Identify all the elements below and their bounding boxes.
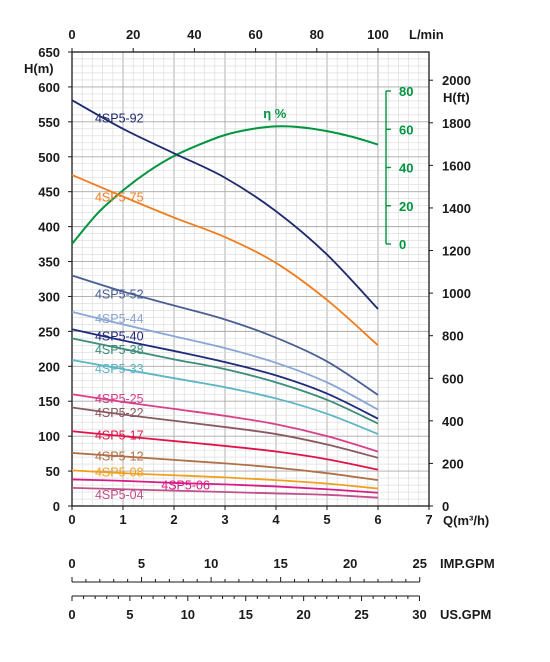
efficiency-tick-label: 20 (399, 199, 413, 214)
top-tick-label: 100 (367, 27, 389, 42)
series-label-4SP5-08: 4SP5-08 (95, 465, 144, 479)
gpm-tick-label: 10 (204, 556, 218, 571)
gpm-tick-label: 5 (126, 607, 133, 622)
gpm-tick-label: 25 (354, 607, 368, 622)
series-line-4SP5-44 (71, 310, 379, 411)
top-tick-label: 20 (126, 27, 140, 42)
ft-tick-label: 600 (442, 371, 464, 386)
top-axis-label: L/min (409, 27, 444, 42)
series-line-4SP5-04 (71, 486, 379, 499)
x-tick-label: 1 (119, 512, 126, 527)
gpm-tick-label: 15 (238, 607, 252, 622)
y-tick-label: 300 (38, 289, 60, 304)
ft-tick-label: 2000 (442, 73, 471, 88)
y-tick-label: 50 (46, 464, 60, 479)
y-tick-label: 200 (38, 359, 60, 374)
axes-layer: 0 1 2 3 4 5 6 70 20 40 60 80 10005010015020025030035… (38, 27, 471, 622)
series-line-4SP5-33 (71, 359, 379, 435)
y-axis-left-label: H(m) (24, 61, 54, 76)
series-line-4SP5-92 (71, 99, 379, 310)
series-label-4SP5-33: 4SP5-33 (95, 362, 144, 376)
series-line-4SP5-75 (71, 174, 379, 347)
y-tick-label: 650 (38, 45, 60, 60)
y-tick-label: 400 (38, 220, 60, 235)
series-label-4SP5-75: 4SP5-75 (95, 190, 144, 204)
gpm-tick-label: 0 (68, 556, 75, 571)
imp-gpm-label: IMP.GPM (440, 556, 495, 571)
y-tick-label: 150 (38, 394, 60, 409)
y-tick-label: 550 (38, 115, 60, 130)
x-tick-label: 6 (374, 512, 381, 527)
x-tick-label: 5 (323, 512, 330, 527)
top-tick-label: 0 (68, 27, 75, 42)
gpm-tick-label: 0 (68, 607, 75, 622)
series-line-4SP5-06 (71, 478, 379, 494)
gpm-tick-label: 5 (138, 556, 145, 571)
x-tick-label: 2 (170, 512, 177, 527)
x-tick-label: 3 (221, 512, 228, 527)
series-label-4SP5-12: 4SP5-12 (95, 449, 144, 463)
gpm-tick-label: 30 (412, 607, 426, 622)
efficiency-tick-label: 80 (399, 84, 413, 99)
y-tick-label: 100 (38, 429, 60, 444)
series-label-4SP5-04: 4SP5-04 (95, 488, 144, 502)
series-line-4SP5-12 (71, 452, 379, 482)
us-gpm-label: US.GPM (440, 607, 491, 622)
gpm-tick-label: 25 (412, 556, 426, 571)
series-line-4SP5-52 (71, 274, 379, 396)
y-tick-label: 600 (38, 80, 60, 95)
x-axis-label: Q(m³/h) (443, 513, 489, 528)
ft-tick-label: 1000 (442, 286, 471, 301)
efficiency-tick-label: 0 (399, 237, 406, 252)
ft-tick-label: 0 (442, 499, 449, 514)
y-tick-label: 450 (38, 185, 60, 200)
ft-tick-label: 400 (442, 414, 464, 429)
efficiency-layer (71, 125, 379, 245)
series-label-4SP5-22: 4SP5-22 (95, 406, 144, 420)
top-tick-label: 60 (248, 27, 262, 42)
series-label-4SP5-06: 4SP5-06 (161, 479, 210, 493)
ft-tick-label: 1800 (442, 116, 471, 131)
efficiency-tick-label: 60 (399, 122, 413, 137)
ft-tick-label: 800 (442, 329, 464, 344)
gpm-tick-label: 15 (273, 556, 287, 571)
x-tick-label: 4 (272, 512, 280, 527)
series-line-4SP5-22 (71, 406, 379, 459)
top-tick-label: 40 (187, 27, 201, 42)
gpm-tick-label: 20 (296, 607, 310, 622)
plot-frame (71, 51, 430, 507)
y-tick-label: 350 (38, 255, 60, 270)
series-line-4SP5-40 (71, 328, 379, 420)
efficiency-line (71, 125, 379, 245)
y-tick-label: 250 (38, 324, 60, 339)
series-label-4SP5-92: 4SP5-92 (95, 111, 144, 125)
series-label-4SP5-40: 4SP5-40 (95, 329, 144, 343)
y-tick-label: 500 (38, 150, 60, 165)
y-tick-label: 0 (53, 499, 60, 514)
efficiency-label: η % (263, 106, 287, 121)
ft-tick-label: 1600 (442, 158, 471, 173)
top-tick-label: 80 (310, 27, 324, 42)
series-line-4SP5-25 (71, 393, 379, 453)
y-axis-right-label: H(ft) (443, 90, 470, 105)
series-label-4SP5-38: 4SP5-38 (95, 343, 144, 357)
x-tick-label: 0 (68, 512, 75, 527)
x-tick-label: 7 (425, 512, 432, 527)
series-layer: 4SP5-924SP5-754SP5-524SP5-444SP5-404SP5-… (71, 99, 379, 502)
series-label-4SP5-44: 4SP5-44 (95, 312, 144, 326)
series-label-4SP5-25: 4SP5-25 (95, 392, 144, 406)
series-line-4SP5-17 (71, 430, 379, 471)
gpm-tick-label: 20 (343, 556, 357, 571)
series-label-4SP5-17: 4SP5-17 (95, 428, 144, 442)
gpm-tick-label: 10 (181, 607, 195, 622)
series-line-4SP5-38 (71, 337, 379, 425)
ft-tick-label: 1200 (442, 244, 471, 259)
series-line-4SP5-08 (71, 469, 379, 490)
ft-tick-label: 1400 (442, 201, 471, 216)
series-label-4SP5-52: 4SP5-52 (95, 287, 144, 301)
efficiency-tick-label: 40 (399, 161, 413, 176)
ft-tick-label: 200 (442, 456, 464, 471)
